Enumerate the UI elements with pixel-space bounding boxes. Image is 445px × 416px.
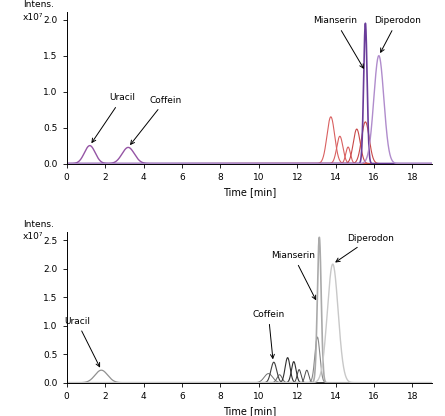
Text: Intens.: Intens. <box>23 220 54 228</box>
Text: Mianserin: Mianserin <box>314 17 364 68</box>
X-axis label: Time [min]: Time [min] <box>222 406 276 416</box>
Text: Coffein: Coffein <box>252 310 284 358</box>
X-axis label: Time [min]: Time [min] <box>222 187 276 197</box>
Text: Uracil: Uracil <box>64 317 100 367</box>
Text: Coffein: Coffein <box>130 96 182 144</box>
Text: Intens.: Intens. <box>23 0 54 10</box>
Text: x10⁷: x10⁷ <box>23 12 44 22</box>
Text: Diperodon: Diperodon <box>336 234 394 262</box>
Text: Mianserin: Mianserin <box>271 251 316 300</box>
Text: Diperodon: Diperodon <box>374 17 421 52</box>
Text: Uracil: Uracil <box>92 94 135 142</box>
Text: x10⁷: x10⁷ <box>23 232 44 241</box>
